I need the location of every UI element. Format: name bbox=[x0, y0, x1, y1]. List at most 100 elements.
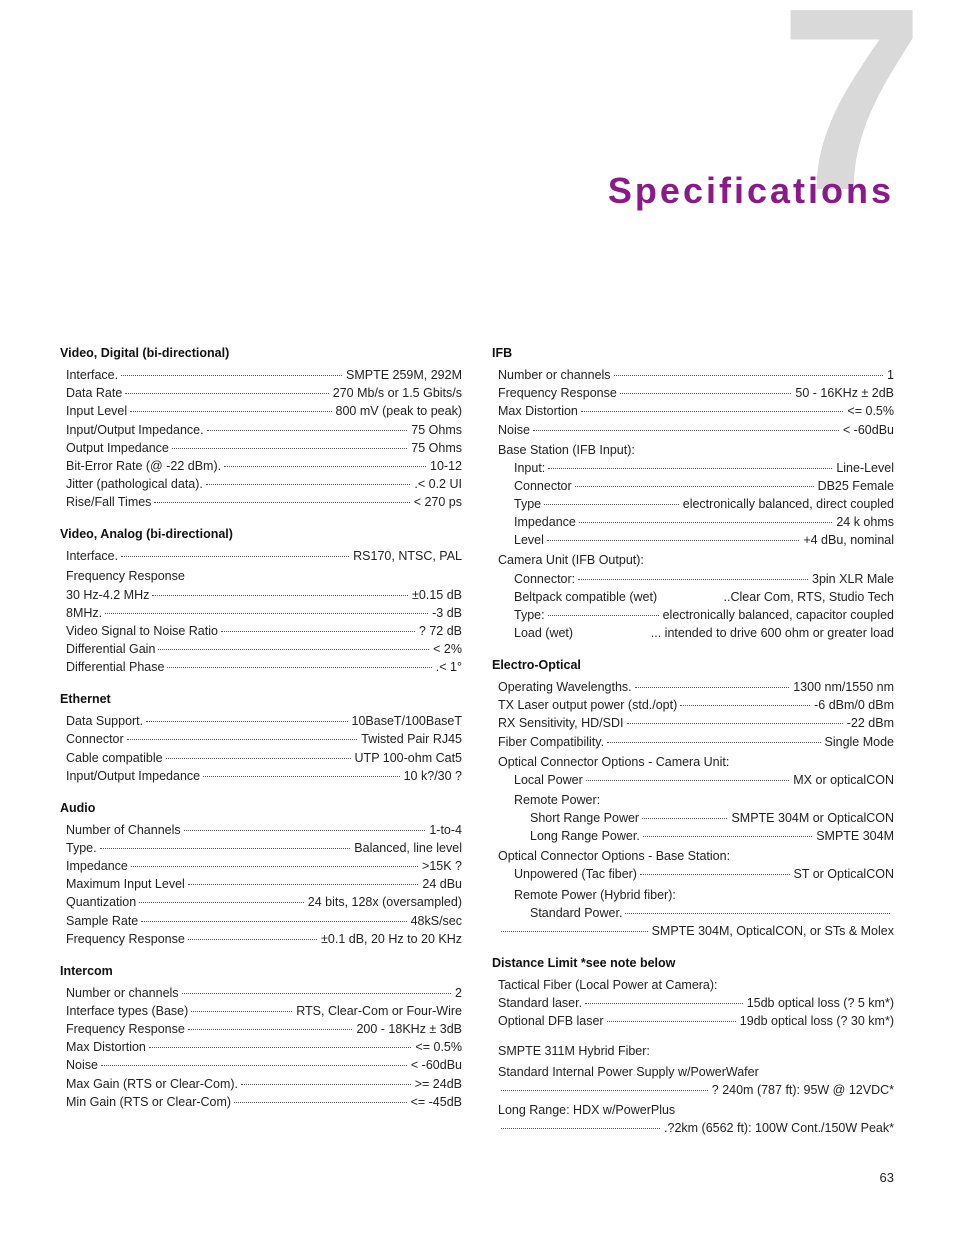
spec-label: Optional DFB laser bbox=[498, 1012, 604, 1030]
spec-value: electronically balanced, capacitor coupl… bbox=[663, 606, 894, 624]
spec-label-line: SMPTE 311M Hybrid Fiber: bbox=[492, 1042, 894, 1060]
spec-row: Interface types (Base) RTS, Clear-Com or… bbox=[60, 1002, 462, 1020]
spec-label: Local Power bbox=[514, 771, 583, 789]
spec-dots bbox=[188, 884, 419, 885]
spec-label: Type. bbox=[66, 839, 97, 857]
spec-label: RX Sensitivity, HD/SDI bbox=[498, 714, 624, 732]
spec-row: ? 240m (787 ft): 95W @ 12VDC* bbox=[492, 1081, 894, 1099]
spec-row: Frequency Response200 - 18KHz ± 3dB bbox=[60, 1020, 462, 1038]
spec-value: SMPTE 304M or OpticalCON bbox=[731, 809, 894, 827]
spec-dots bbox=[131, 866, 418, 867]
spec-row: Min Gain (RTS or Clear-Com)<= -45dB bbox=[60, 1093, 462, 1111]
spec-label: Interface. bbox=[66, 547, 118, 565]
spec-label: Cable compatible bbox=[66, 749, 163, 767]
spec-row: Type: electronically balanced, capacitor… bbox=[492, 606, 894, 624]
spec-row: Input:Line-Level bbox=[492, 459, 894, 477]
spec-row: Max Distortion<= 0.5% bbox=[492, 402, 894, 420]
spec-value: 1-to-4 bbox=[429, 821, 462, 839]
spec-label: Bit-Error Rate (@ -22 dBm). bbox=[66, 457, 221, 475]
spec-label: 8MHz. bbox=[66, 604, 102, 622]
spec-label: Differential Phase bbox=[66, 658, 164, 676]
spec-dots bbox=[575, 486, 814, 487]
spec-value: 24 bits, 128x (oversampled) bbox=[308, 893, 462, 911]
spec-row: SMPTE 304M, OpticalCON, or STs & Molex bbox=[492, 922, 894, 940]
spec-row: Rise/Fall Times< 270 ps bbox=[60, 493, 462, 511]
spec-label: Output Impedance bbox=[66, 439, 169, 457]
spec-row: Jitter (pathological data)..< 0.2 UI bbox=[60, 475, 462, 493]
spec-dots bbox=[207, 430, 408, 431]
spec-row: ConnectorDB25 Female bbox=[492, 477, 894, 495]
spec-value: ..Clear Com, RTS, Studio Tech bbox=[724, 588, 894, 606]
spec-dots bbox=[533, 430, 839, 431]
spec-label-line: Frequency Response bbox=[60, 567, 462, 585]
spec-row: ConnectorTwisted Pair RJ45 bbox=[60, 730, 462, 748]
spec-row: 30 Hz-4.2 MHz±0.15 dB bbox=[60, 586, 462, 604]
right-column: IFBNumber or channels1Frequency Response… bbox=[492, 330, 894, 1137]
spec-label: Standard laser. bbox=[498, 994, 582, 1012]
spec-label: Min Gain (RTS or Clear-Com) bbox=[66, 1093, 231, 1111]
spec-row: Sample Rate48kS/sec bbox=[60, 912, 462, 930]
spec-dots bbox=[101, 1065, 407, 1066]
spec-row: Impedance>15K ? bbox=[60, 857, 462, 875]
spec-label: Data Support. bbox=[66, 712, 143, 730]
spec-row: Interface.SMPTE 259M, 292M bbox=[60, 366, 462, 384]
spec-dots bbox=[625, 913, 890, 914]
spec-dots bbox=[241, 1084, 411, 1085]
spec-dots bbox=[167, 667, 431, 668]
section-heading: Video, Analog (bi-directional) bbox=[60, 525, 462, 543]
spec-label: Differential Gain bbox=[66, 640, 155, 658]
spec-value: 19db optical loss (? 30 km*) bbox=[740, 1012, 894, 1030]
spec-dots bbox=[203, 776, 399, 777]
spec-row: RX Sensitivity, HD/SDI-22 dBm bbox=[492, 714, 894, 732]
spec-value: 24 dBu bbox=[422, 875, 462, 893]
spec-dots bbox=[121, 375, 342, 376]
spec-value: SMPTE 259M, 292M bbox=[346, 366, 462, 384]
spec-row: Max Gain (RTS or Clear-Com).>= 24dB bbox=[60, 1075, 462, 1093]
spec-label: Number of Channels bbox=[66, 821, 181, 839]
spec-label: Number or channels bbox=[66, 984, 179, 1002]
spec-value: < -60dBu bbox=[843, 421, 894, 439]
section-heading: Ethernet bbox=[60, 690, 462, 708]
spec-value: < 2% bbox=[433, 640, 462, 658]
spec-value: electronically balanced, direct coupled bbox=[683, 495, 894, 513]
spec-label: Jitter (pathological data). bbox=[66, 475, 203, 493]
spec-value: 3pin XLR Male bbox=[812, 570, 894, 588]
spec-dots bbox=[127, 739, 358, 740]
spec-value: >15K ? bbox=[422, 857, 462, 875]
spec-dots bbox=[548, 468, 832, 469]
spec-row: Noise< -60dBu bbox=[60, 1056, 462, 1074]
spec-row: Long Range Power.SMPTE 304M bbox=[492, 827, 894, 845]
chapter-header: Specifications bbox=[608, 50, 894, 212]
spec-value: 2 bbox=[455, 984, 462, 1002]
section-heading: IFB bbox=[492, 344, 894, 362]
spec-label: Input/Output Impedance bbox=[66, 767, 200, 785]
spec-label: Beltpack compatible (wet) bbox=[514, 588, 657, 606]
spec-value: 800 mV (peak to peak) bbox=[336, 402, 462, 420]
spec-dots bbox=[166, 758, 351, 759]
spec-value: 50 - 16KHz ± 2dB bbox=[795, 384, 894, 402]
spec-row: Level+4 dBu, nominal bbox=[492, 531, 894, 549]
spec-value: 10-12 bbox=[430, 457, 462, 475]
spec-label: Data Rate bbox=[66, 384, 122, 402]
left-column: Video, Digital (bi-directional) Interface… bbox=[60, 330, 462, 1137]
spec-label: Max Gain (RTS or Clear-Com). bbox=[66, 1075, 238, 1093]
spec-row: Standard laser.15db optical loss (? 5 km… bbox=[492, 994, 894, 1012]
spec-value: Single Mode bbox=[825, 733, 895, 751]
spec-dots bbox=[125, 393, 328, 394]
spec-row: Data Support.10BaseT/100BaseT bbox=[60, 712, 462, 730]
spec-value: < 270 ps bbox=[414, 493, 462, 511]
spec-value: <= 0.5% bbox=[415, 1038, 462, 1056]
spec-row: Input Level800 mV (peak to peak) bbox=[60, 402, 462, 420]
spec-label: Standard Power. bbox=[530, 904, 622, 922]
spec-dots bbox=[121, 556, 349, 557]
spec-dots bbox=[544, 504, 679, 505]
spec-row: 8MHz.-3 dB bbox=[60, 604, 462, 622]
spec-row: Cable compatibleUTP 100-ohm Cat5 bbox=[60, 749, 462, 767]
spec-row: Standard Power. bbox=[492, 904, 894, 922]
spec-dots bbox=[635, 687, 790, 688]
section-heading: Video, Digital (bi-directional) bbox=[60, 344, 462, 362]
spec-value: < -60dBu bbox=[411, 1056, 462, 1074]
spec-dots bbox=[501, 1090, 708, 1091]
spec-value: 270 Mb/s or 1.5 Gbits/s bbox=[333, 384, 462, 402]
spec-dots bbox=[501, 931, 648, 932]
